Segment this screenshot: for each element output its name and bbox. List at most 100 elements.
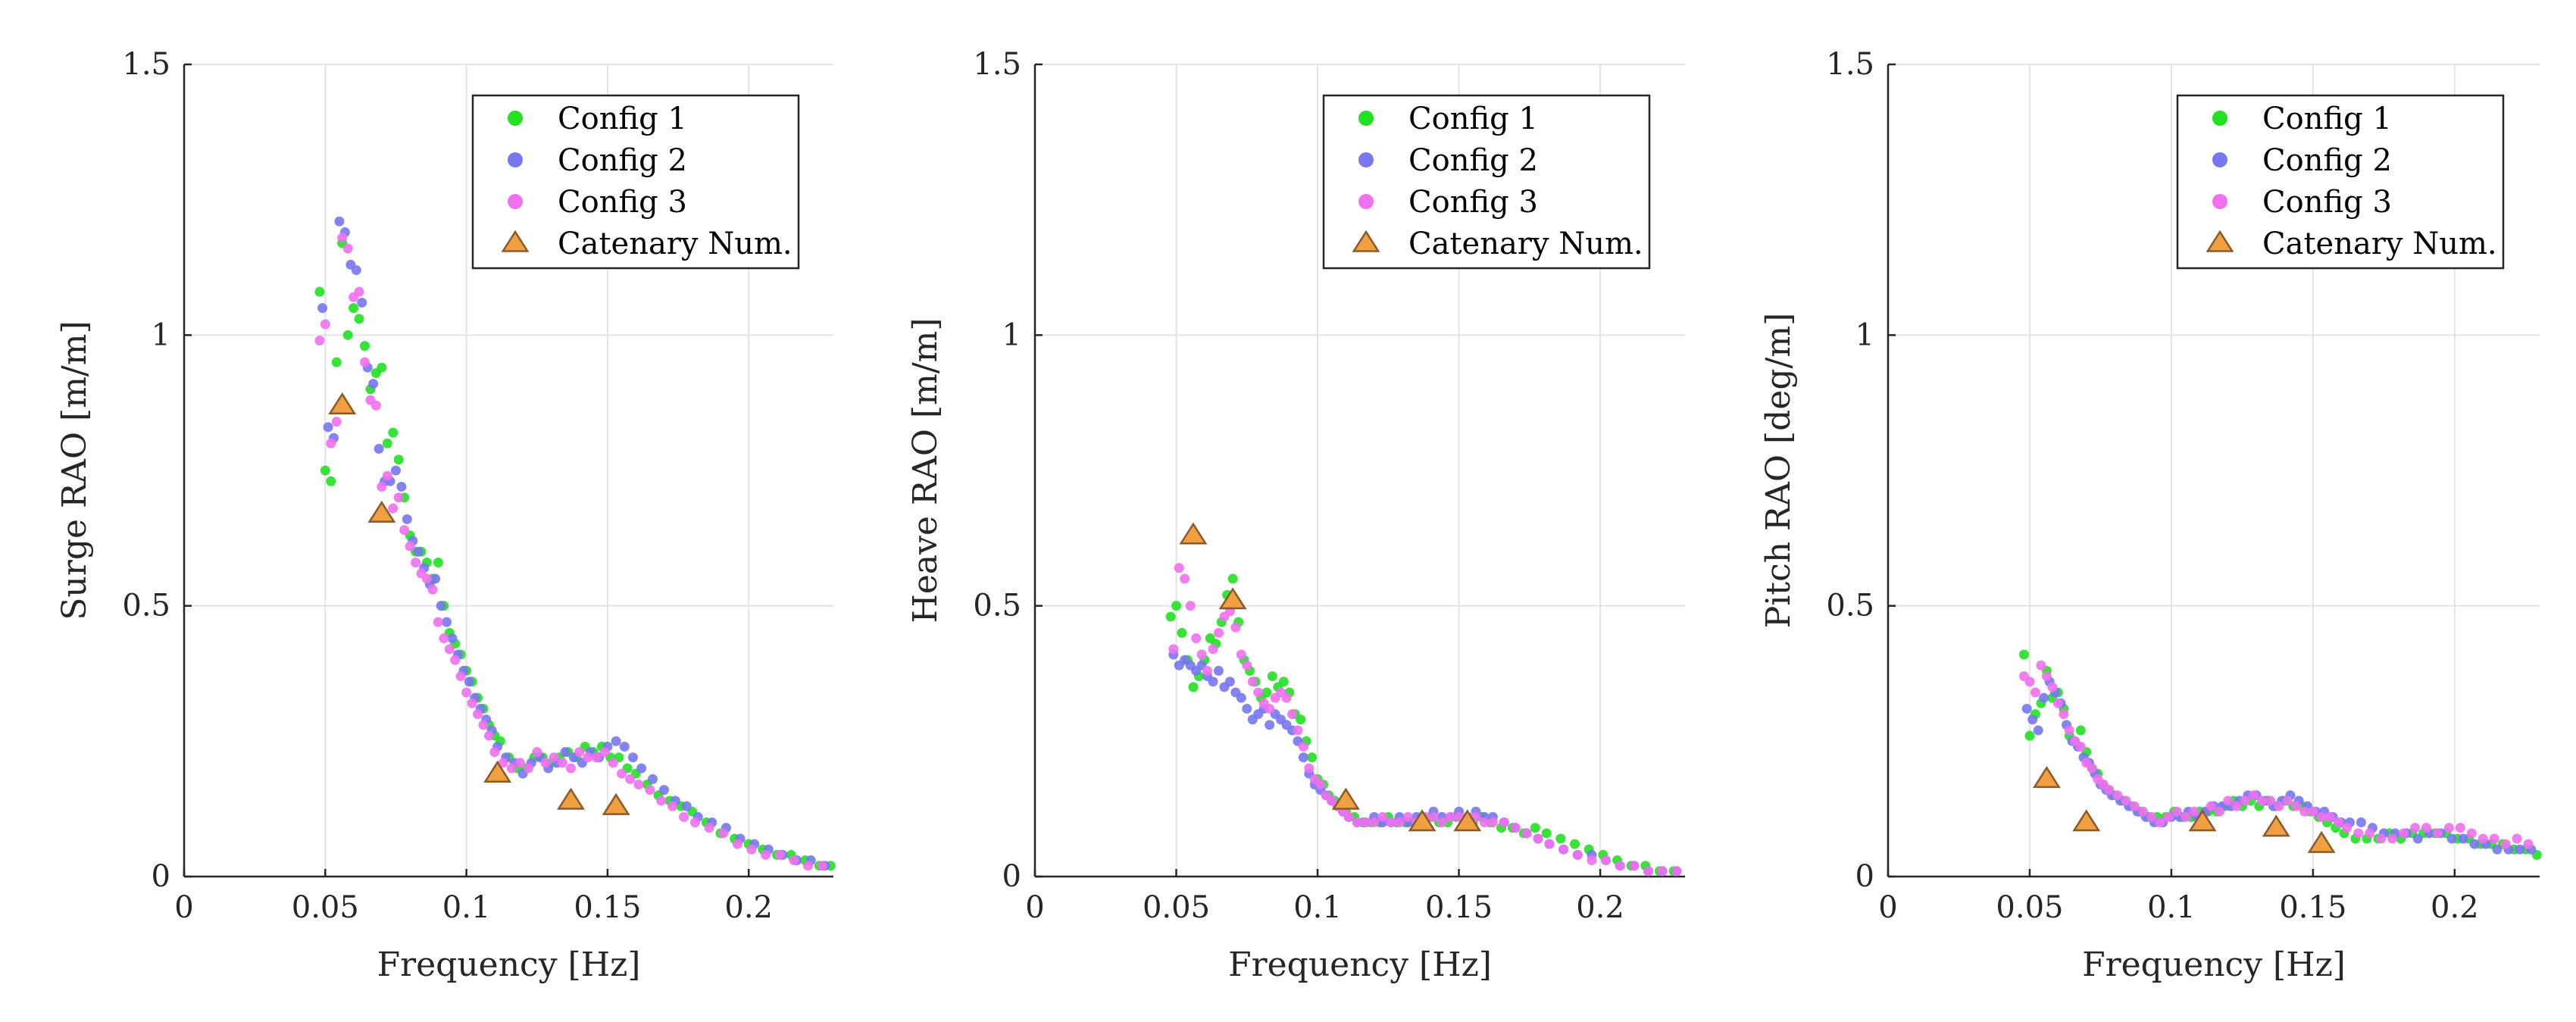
x-tick-label: 0.1 — [2147, 890, 2196, 925]
series-catenary-num- — [2032, 766, 2336, 853]
data-point — [337, 233, 348, 243]
data-point — [2324, 811, 2335, 822]
data-point — [1296, 714, 1306, 725]
data-point — [2478, 833, 2488, 844]
data-point — [2223, 795, 2234, 806]
data-point — [396, 481, 407, 492]
x-tick-label: 0.15 — [1425, 890, 1493, 925]
y-axis-label: Surge RAO [m/m] — [55, 320, 94, 620]
data-point — [1196, 649, 1207, 660]
data-point — [430, 574, 441, 584]
data-point — [2274, 801, 2284, 811]
x-tick-label: 0 — [1025, 890, 1044, 925]
data-point — [1174, 563, 1184, 574]
data-point — [427, 584, 438, 595]
data-point — [1499, 817, 1509, 828]
data-point — [1191, 633, 1202, 644]
data-point — [2492, 844, 2503, 855]
legend-label: Catenary Num. — [2262, 227, 2497, 261]
y-tick-label: 1 — [152, 317, 170, 352]
legend-label: Catenary Num. — [558, 227, 792, 261]
x-axis-label: Frequency [Hz] — [1228, 945, 1492, 984]
data-point — [2512, 833, 2522, 844]
data-point — [1541, 828, 1552, 839]
data-point — [2353, 828, 2364, 839]
legend-label: Config 1 — [1408, 102, 1538, 136]
x-tick-label: 0.05 — [1996, 890, 2063, 925]
data-point — [1510, 823, 1521, 833]
data-point — [1165, 611, 1176, 622]
data-point — [326, 438, 336, 448]
legend-marker — [1358, 111, 1374, 126]
data-point — [1188, 682, 1199, 692]
y-tick-label: 1 — [1855, 317, 1874, 352]
data-point — [1278, 677, 1289, 687]
data-point — [370, 400, 381, 411]
data-point — [331, 417, 342, 427]
data-point — [467, 698, 477, 708]
data-point — [2064, 725, 2074, 736]
chart-panel-1: 0 0.05 0.1 0.15 0.2 0 0.5 1 1.5 Frequency [Hz] Sur… — [55, 47, 836, 984]
data-point — [2036, 660, 2046, 670]
data-point — [2421, 823, 2431, 833]
data-point — [2282, 795, 2293, 806]
data-point — [1570, 839, 1580, 849]
data-point-triangle — [328, 392, 357, 414]
data-point — [1224, 677, 1235, 687]
legend-box — [2176, 94, 2505, 270]
y-tick-label: 1.5 — [1826, 47, 1874, 82]
data-point — [1261, 687, 1272, 698]
data-point — [2214, 806, 2224, 817]
data-point — [393, 455, 404, 465]
data-point — [1286, 709, 1297, 720]
legend-label: Config 2 — [558, 143, 687, 178]
data-point — [450, 655, 461, 665]
legend-marker-triangle — [2206, 230, 2234, 252]
legend-box — [471, 94, 800, 270]
data-point — [331, 357, 342, 367]
data-point — [2039, 692, 2049, 703]
data-point — [2409, 823, 2420, 833]
data-point — [1213, 665, 1224, 676]
x-tick-label: 0.15 — [574, 890, 641, 925]
data-point — [354, 314, 364, 324]
data-point — [1343, 811, 1354, 822]
data-point — [1265, 703, 1275, 714]
data-point — [455, 671, 466, 682]
series-catenary-num- — [328, 392, 630, 815]
data-point — [1227, 574, 1238, 584]
legend-label: Config 2 — [2262, 143, 2392, 178]
data-point — [402, 514, 412, 524]
data-point — [393, 492, 404, 503]
data-point-triangle — [602, 792, 630, 815]
data-point — [514, 758, 525, 768]
y-tick-label: 1.5 — [973, 47, 1021, 82]
data-point — [1530, 823, 1540, 833]
y-axis-label: Pitch RAO [deg/m] — [1759, 313, 1798, 629]
x-tick-label: 0.05 — [292, 890, 359, 925]
legend-label: Config 3 — [1408, 185, 1538, 220]
data-point — [679, 811, 689, 822]
chart-panel-2: 0 0.05 0.1 0.15 0.2 0 0.5 1 1.5 Frequency [Hz] Hea… — [906, 47, 1685, 984]
data-point — [648, 774, 658, 784]
data-point — [2399, 828, 2409, 839]
data-point — [334, 216, 345, 227]
legend: Config 1 Config 2 Config 3 Catenary Num. — [471, 94, 800, 270]
data-point — [1629, 861, 1640, 871]
data-point-triangle — [1331, 787, 1360, 810]
data-point — [368, 379, 379, 389]
series-config-2 — [317, 216, 830, 871]
legend-label: Config 1 — [558, 102, 687, 136]
data-point — [2024, 677, 2035, 687]
data-point — [314, 335, 325, 345]
data-point — [2466, 828, 2477, 839]
data-point — [461, 687, 472, 698]
data-point — [2027, 714, 2038, 725]
x-tick-label: 0.15 — [2279, 890, 2346, 925]
data-point — [625, 774, 636, 784]
series-config-2 — [1168, 649, 1682, 877]
data-point — [390, 465, 401, 476]
data-point — [2240, 795, 2250, 806]
legend-marker — [1358, 152, 1374, 167]
